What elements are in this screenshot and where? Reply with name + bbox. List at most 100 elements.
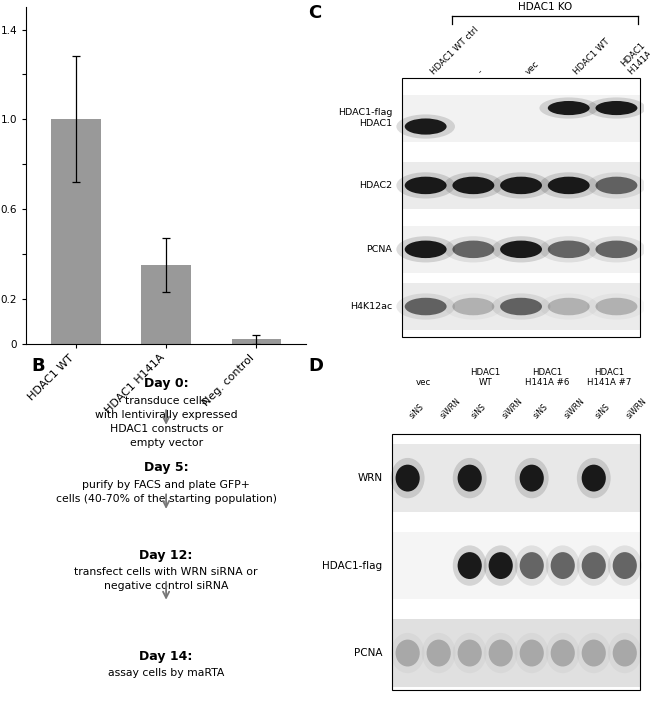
Ellipse shape: [595, 101, 638, 115]
Ellipse shape: [613, 640, 637, 666]
Text: C: C: [308, 4, 322, 22]
Text: HDAC1 KO: HDAC1 KO: [518, 2, 572, 12]
Text: HDAC1-flag
HDAC1: HDAC1-flag HDAC1: [338, 109, 392, 128]
Ellipse shape: [548, 240, 590, 258]
Bar: [392, 444, 640, 512]
Text: PCNA: PCNA: [367, 245, 392, 254]
Ellipse shape: [405, 119, 447, 134]
Text: siNS: siNS: [470, 402, 488, 421]
Ellipse shape: [453, 545, 487, 586]
Ellipse shape: [452, 240, 494, 258]
Text: siWRN: siWRN: [439, 397, 463, 421]
Text: HDAC2: HDAC2: [359, 181, 392, 190]
Text: HDAC1
H141A #7: HDAC1 H141A #7: [619, 31, 650, 76]
Ellipse shape: [484, 545, 517, 586]
Ellipse shape: [458, 552, 482, 579]
Ellipse shape: [458, 465, 482, 491]
Ellipse shape: [405, 176, 447, 194]
Ellipse shape: [452, 298, 494, 315]
Ellipse shape: [426, 640, 450, 666]
Ellipse shape: [546, 545, 580, 586]
Ellipse shape: [396, 172, 455, 198]
Bar: [392, 619, 640, 687]
Ellipse shape: [540, 172, 598, 198]
Text: transfect cells with WRN siRNA or
negative control siRNA: transfect cells with WRN siRNA or negati…: [74, 567, 258, 592]
Text: D: D: [308, 357, 324, 375]
Text: WRN: WRN: [358, 473, 382, 483]
Ellipse shape: [444, 172, 502, 198]
Ellipse shape: [577, 458, 610, 498]
Ellipse shape: [492, 294, 551, 320]
Ellipse shape: [489, 640, 513, 666]
Ellipse shape: [519, 465, 544, 491]
Ellipse shape: [582, 640, 606, 666]
Text: siNS: siNS: [593, 402, 612, 421]
Ellipse shape: [453, 458, 487, 498]
Text: Day 12:: Day 12:: [139, 549, 193, 562]
Ellipse shape: [458, 640, 482, 666]
Ellipse shape: [405, 240, 447, 258]
Ellipse shape: [515, 458, 549, 498]
Text: B: B: [32, 357, 46, 375]
Ellipse shape: [582, 552, 606, 579]
Text: H4K12ac: H4K12ac: [350, 302, 392, 311]
Ellipse shape: [608, 545, 642, 586]
Text: purify by FACS and plate GFP+
cells (40-70% of the starting population): purify by FACS and plate GFP+ cells (40-…: [56, 480, 277, 504]
Ellipse shape: [595, 298, 638, 315]
Ellipse shape: [396, 465, 420, 491]
Ellipse shape: [587, 236, 645, 262]
Text: siNS: siNS: [532, 402, 550, 421]
Bar: [392, 434, 640, 690]
Ellipse shape: [519, 640, 544, 666]
Text: siWRN: siWRN: [563, 397, 587, 421]
Ellipse shape: [582, 465, 606, 491]
Text: Day 14:: Day 14:: [139, 650, 193, 663]
Text: siWRN: siWRN: [625, 397, 649, 421]
Ellipse shape: [396, 640, 420, 666]
Ellipse shape: [500, 176, 542, 194]
Ellipse shape: [396, 236, 455, 262]
Ellipse shape: [396, 114, 455, 139]
Text: Day 5:: Day 5:: [144, 461, 188, 474]
Text: siNS: siNS: [408, 402, 426, 421]
Text: vec: vec: [415, 378, 431, 387]
Ellipse shape: [613, 552, 637, 579]
Ellipse shape: [489, 552, 513, 579]
Ellipse shape: [492, 172, 551, 198]
Ellipse shape: [595, 240, 638, 258]
Text: -: -: [476, 68, 485, 76]
Text: HDAC1 WT: HDAC1 WT: [572, 37, 612, 76]
Text: Day 0:: Day 0:: [144, 377, 188, 390]
Ellipse shape: [548, 101, 590, 115]
Text: HDAC1
H141A #7: HDAC1 H141A #7: [587, 368, 631, 387]
Ellipse shape: [391, 458, 424, 498]
Ellipse shape: [500, 240, 542, 258]
Bar: [392, 532, 640, 599]
Ellipse shape: [396, 294, 455, 320]
Bar: [141, 265, 191, 343]
Ellipse shape: [492, 236, 551, 262]
Text: assay cells by maRTA: assay cells by maRTA: [108, 668, 224, 678]
Ellipse shape: [551, 552, 575, 579]
Text: vec: vec: [525, 59, 541, 76]
Ellipse shape: [444, 236, 502, 262]
Bar: [231, 339, 281, 343]
Text: HDAC1
WT: HDAC1 WT: [470, 368, 500, 387]
Ellipse shape: [540, 97, 598, 119]
Ellipse shape: [595, 176, 638, 194]
Text: siWRN: siWRN: [500, 397, 525, 421]
Text: transduce cells
with lentivirally expressed
HDAC1 constructs or
empty vector: transduce cells with lentivirally expres…: [95, 396, 237, 448]
Ellipse shape: [452, 176, 494, 194]
Bar: [51, 119, 101, 343]
Ellipse shape: [548, 176, 590, 194]
Ellipse shape: [515, 545, 549, 586]
Text: HDAC1
H141A #6: HDAC1 H141A #6: [525, 368, 569, 387]
Ellipse shape: [548, 298, 590, 315]
Ellipse shape: [519, 552, 544, 579]
Text: HDAC1 WT ctrl: HDAC1 WT ctrl: [429, 25, 480, 76]
Text: PCNA: PCNA: [354, 648, 382, 658]
Ellipse shape: [551, 640, 575, 666]
Ellipse shape: [540, 236, 598, 262]
Ellipse shape: [577, 545, 610, 586]
Ellipse shape: [587, 97, 645, 119]
